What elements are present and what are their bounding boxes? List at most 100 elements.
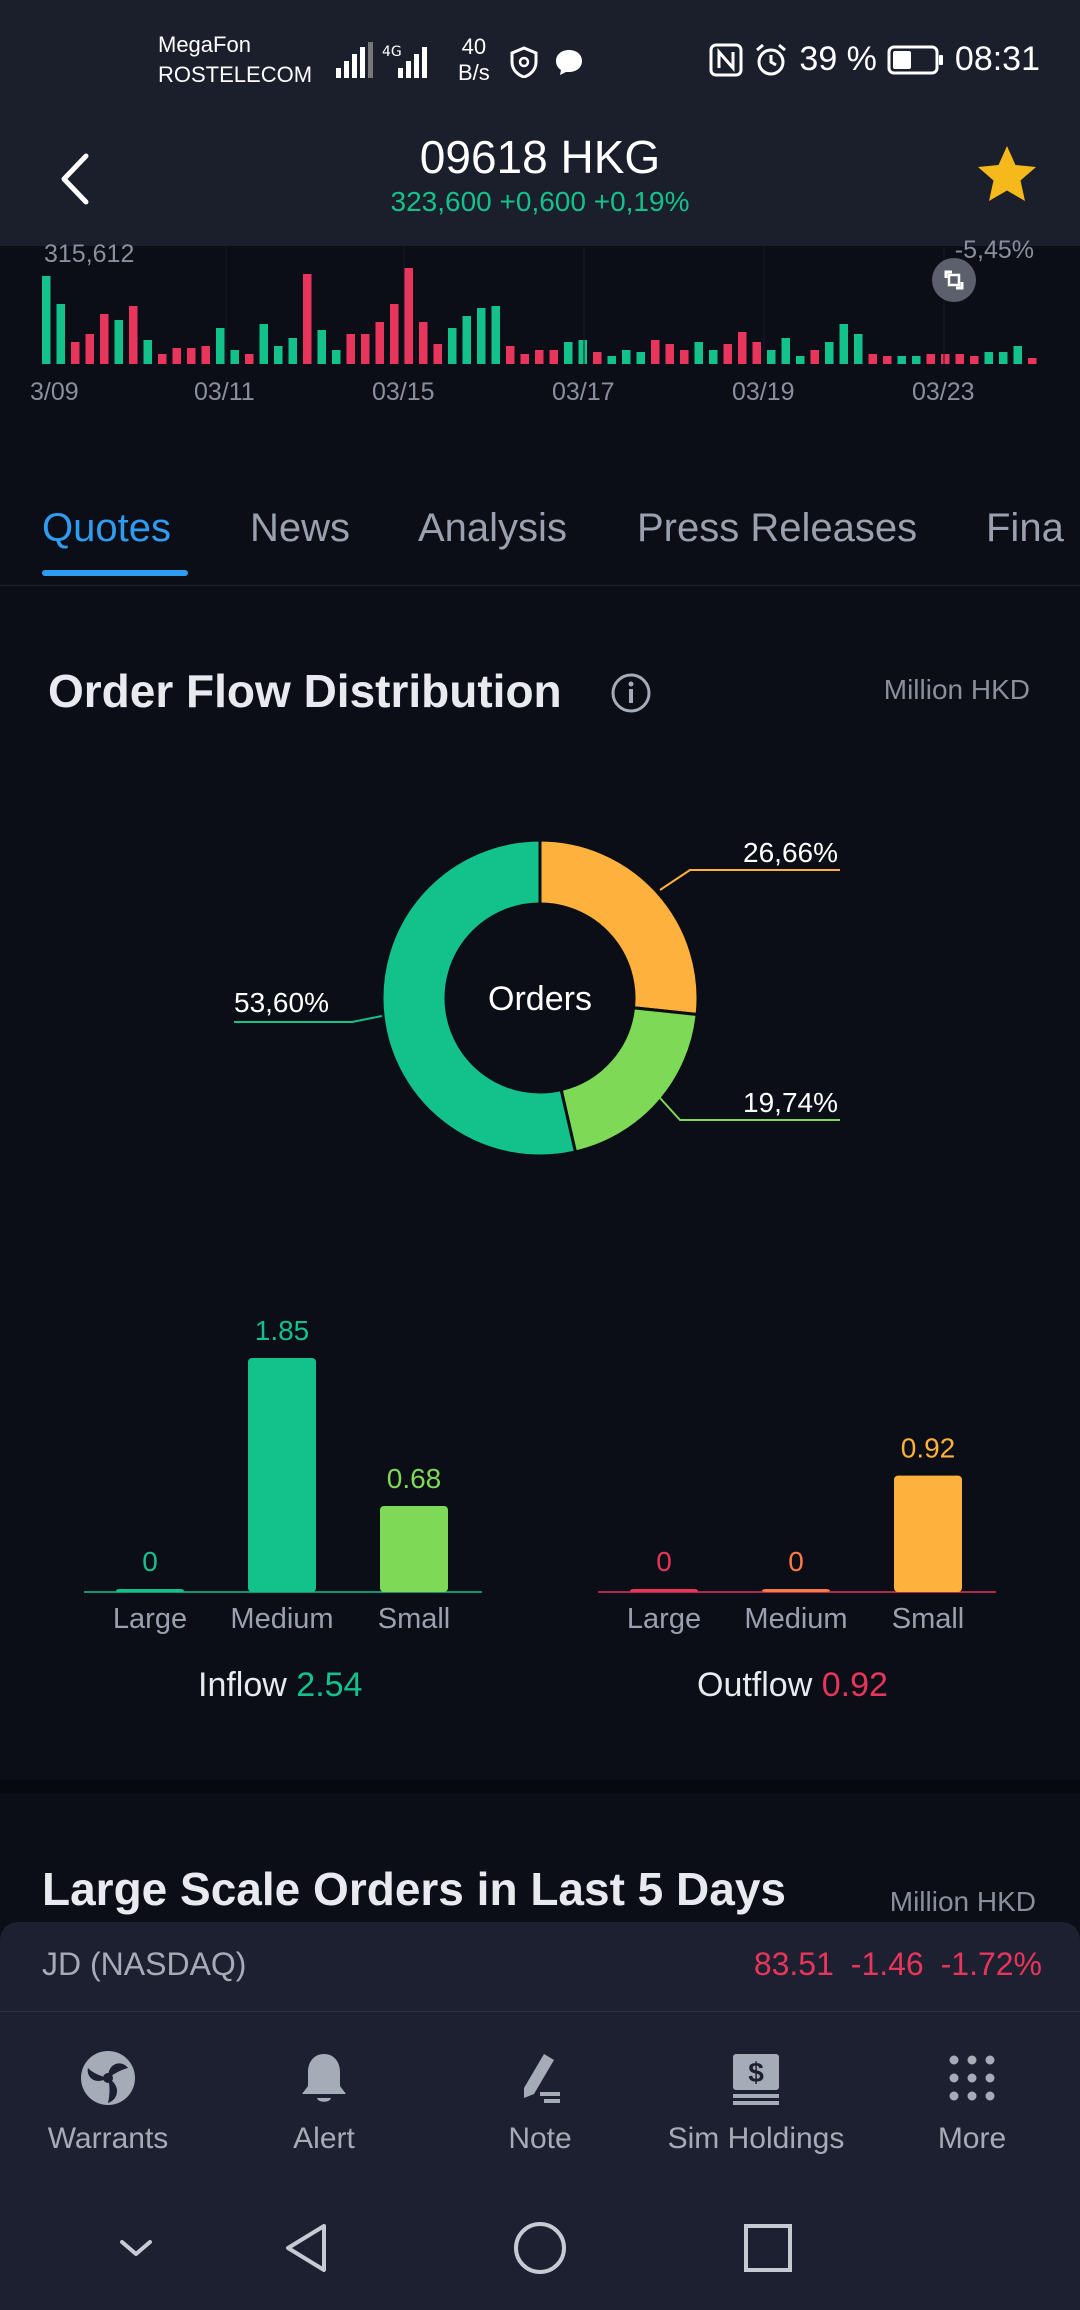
status-bar: MegaFon ROSTELECOM 4G 40 B/s 39 % — [0, 0, 1080, 122]
volume-bar — [752, 342, 761, 364]
donut-leader-line — [234, 1015, 383, 1023]
volume-bar — [984, 352, 993, 364]
flow-bar — [248, 1358, 316, 1592]
alert-button[interactable]: Alert — [216, 2012, 432, 2182]
volume-bar — [970, 356, 979, 364]
tab-analysis[interactable]: Analysis — [418, 506, 567, 550]
alert-label: Alert — [293, 2122, 355, 2155]
volume-bar — [999, 352, 1008, 364]
volume-bar — [1028, 358, 1037, 364]
volume-bar — [665, 344, 674, 364]
battery-percent: 39 % — [799, 40, 877, 78]
bar-category-label: Large — [113, 1603, 187, 1635]
signal-4g-icon: 4G — [382, 44, 427, 78]
volume-bar — [912, 356, 921, 364]
warrants-icon — [81, 2051, 135, 2105]
volume-bar — [56, 304, 65, 364]
volume-bar — [85, 334, 94, 364]
volume-bar — [854, 334, 863, 364]
date-label: 03/15 — [372, 378, 435, 406]
volume-bar — [346, 334, 355, 364]
message-icon — [556, 50, 582, 75]
section-divider — [0, 1780, 1080, 1794]
volume-bar — [172, 348, 181, 364]
flow-bar — [630, 1589, 698, 1592]
volume-bar — [404, 268, 413, 364]
donut-center-label: Orders — [488, 980, 592, 1018]
warrants-button[interactable]: Warrants — [0, 2012, 216, 2182]
outflow-total: Outflow 0.92 — [697, 1666, 888, 1705]
stock-price-change: 323,600 +0,600 +0,19% — [390, 186, 690, 217]
volume-bar — [926, 354, 935, 364]
carrier-info: MegaFon ROSTELECOM — [158, 30, 312, 90]
back-icon[interactable] — [50, 144, 100, 214]
donut-leader-line — [659, 1097, 840, 1121]
volume-bar — [955, 354, 964, 364]
flow-bar — [762, 1589, 830, 1592]
nav-home-icon[interactable] — [512, 2220, 568, 2276]
info-icon[interactable] — [610, 672, 652, 714]
carrier-2: ROSTELECOM — [158, 62, 313, 87]
volume-bar — [317, 330, 326, 364]
svg-text:$: $ — [748, 2057, 764, 2088]
volume-bar — [274, 346, 283, 364]
volume-bar — [462, 316, 471, 364]
volume-bar — [187, 348, 196, 364]
tab-active-indicator — [42, 570, 188, 576]
nav-recents-icon[interactable] — [740, 2220, 796, 2276]
volume-bar — [448, 328, 457, 364]
grid-dots-icon — [949, 2055, 995, 2101]
favorite-star-icon[interactable] — [974, 142, 1040, 208]
bar-category-label: Small — [378, 1603, 451, 1635]
tab-quotes[interactable]: Quotes — [42, 506, 171, 550]
volume-chart[interactable] — [0, 246, 1080, 426]
volume-bar — [1013, 346, 1022, 364]
tab-news[interactable]: News — [250, 506, 351, 550]
volume-bar — [100, 314, 109, 364]
sim-holdings-button[interactable]: $ Sim Holdings — [648, 2012, 864, 2182]
volume-bar — [694, 342, 703, 364]
date-label: 03/19 — [732, 378, 795, 406]
volume-bar — [883, 356, 892, 364]
more-button[interactable]: More — [864, 2012, 1080, 2182]
bar-category-label: Medium — [230, 1603, 333, 1635]
donut-leader-line — [659, 869, 840, 891]
date-label: 3/09 — [30, 378, 79, 406]
bar-category-label: Small — [892, 1603, 965, 1635]
expand-icon — [944, 270, 964, 290]
volume-bar — [651, 340, 660, 364]
date-label: 03/23 — [912, 378, 975, 406]
volume-bar — [390, 304, 399, 364]
sim-holdings-icon: $ — [733, 2054, 779, 2105]
expand-chart-button[interactable] — [932, 258, 976, 302]
volume-bar — [636, 352, 645, 364]
order-flow-donut-chart: 26,66% 19,74% 53,60% Orders — [234, 837, 840, 1158]
related-stock-ticker[interactable]: JD (NASDAQ) 83.51 -1.46 -1.72% — [0, 1922, 1080, 2012]
donut-slice — [380, 838, 578, 1158]
flow-bar — [894, 1475, 962, 1592]
svg-text:4G: 4G — [382, 44, 402, 60]
bar-value-label: 0 — [656, 1546, 672, 1577]
volume-bar — [839, 324, 848, 364]
volume-bar — [868, 354, 877, 364]
volume-bar — [549, 350, 558, 364]
chevron-down-icon[interactable] — [108, 2220, 164, 2276]
bar-value-label: 1.85 — [255, 1315, 310, 1346]
volume-bar — [201, 346, 210, 364]
volume-bar — [593, 352, 602, 364]
volume-bar — [158, 354, 167, 364]
volume-bar — [129, 306, 138, 364]
tab-press-releases[interactable]: Press Releases — [637, 506, 918, 550]
outflow-label: Outflow — [697, 1666, 813, 1704]
volume-bar — [332, 350, 341, 364]
volume-bar — [303, 274, 312, 364]
stock-header: 09618 HKG 323,600 +0,600 +0,19% — [0, 122, 1080, 246]
tab-financials[interactable]: Fina — [986, 506, 1064, 550]
inflow-label: Inflow — [198, 1666, 287, 1704]
note-button[interactable]: Note — [432, 2012, 648, 2182]
nav-back-icon[interactable] — [280, 2220, 336, 2276]
volume-bar — [375, 322, 384, 364]
nfc-icon — [709, 43, 743, 76]
donut-percent-label: 53,60% — [234, 987, 329, 1018]
volume-bar — [216, 328, 225, 364]
